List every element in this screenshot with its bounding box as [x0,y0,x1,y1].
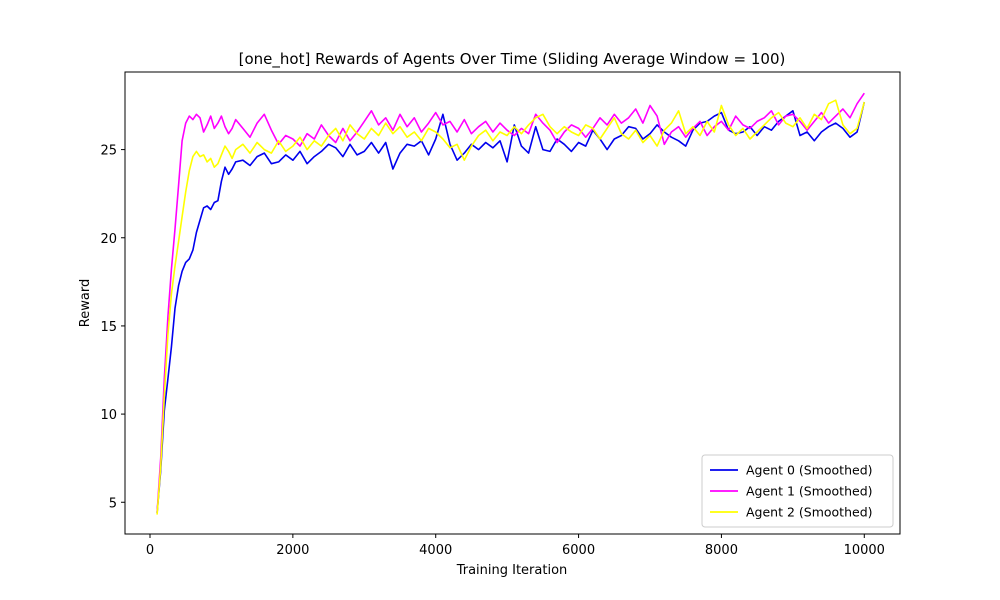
x-tick-label: 4000 [419,543,452,558]
legend-box [701,454,894,528]
x-tick-label: 10000 [844,543,885,558]
chart-title: [one_hot] Rewards of Agents Over Time (S… [239,50,786,69]
x-tick-label: 8000 [705,543,738,558]
x-tick-label: 0 [146,543,154,558]
legend-label-agent-0: Agent 0 (Smoothed) [746,463,873,478]
y-tick-label: 5 [109,496,117,511]
series-layer [156,92,866,515]
y-tick-label: 15 [100,320,117,335]
axes-frame [124,71,901,535]
series-line-agent-2 [156,99,866,515]
x-tick-label: 2000 [276,543,309,558]
axes-layer: 0 2000 4000 6000 8000 10000 5 10 15 20 25 [100,71,901,558]
y-axis-label: Reward [78,279,93,327]
series-line-agent-1 [156,92,865,513]
y-tick-label: 20 [100,232,117,247]
x-axis-label: Training Iteration [456,563,568,578]
legend-label-agent-2: Agent 2 (Smoothed) [746,505,873,520]
legend-label-agent-1: Agent 1 (Smoothed) [746,484,873,499]
y-tick-label: 25 [100,144,117,159]
legend: Agent 0 (Smoothed) Agent 1 (Smoothed) Agen… [701,454,894,528]
x-tick-label: 6000 [562,543,595,558]
y-tick-label: 10 [100,408,117,423]
